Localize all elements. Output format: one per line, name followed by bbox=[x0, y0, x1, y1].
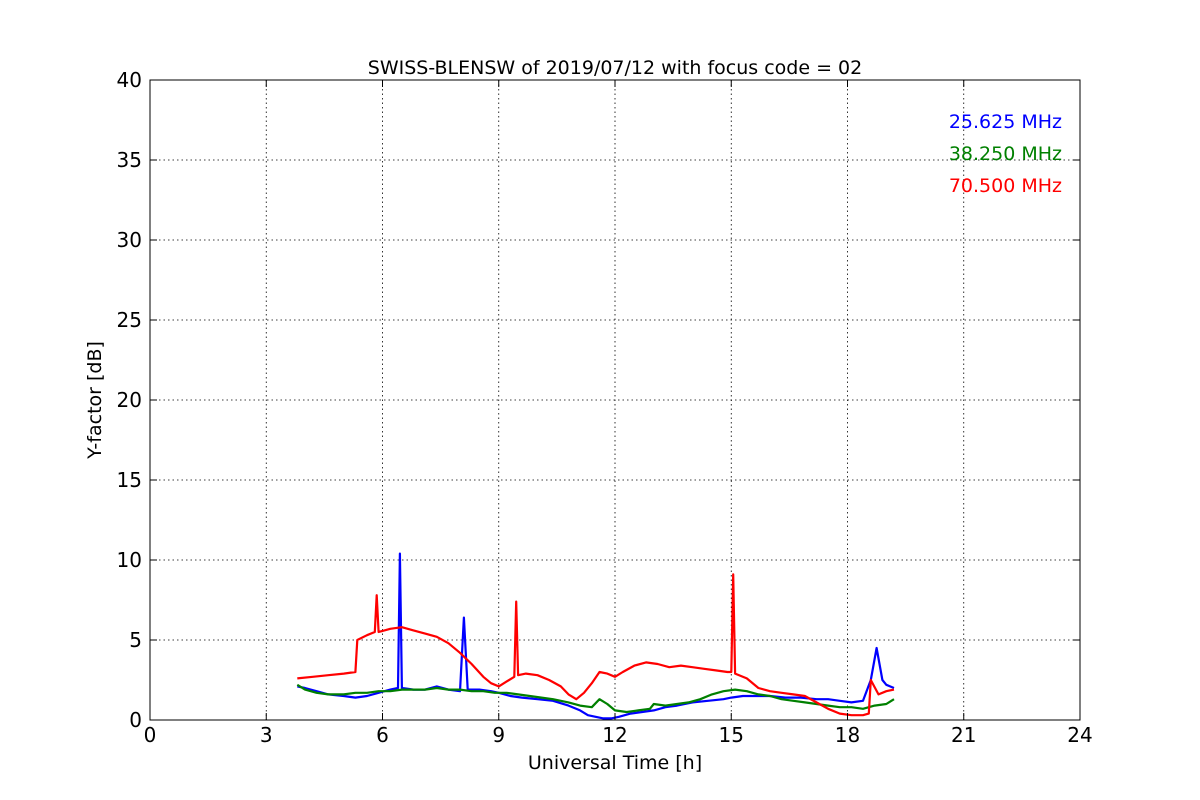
y-tick-label: 30 bbox=[117, 228, 142, 252]
x-axis-title: Universal Time [h] bbox=[528, 752, 702, 774]
series-line-70-500-mhz bbox=[297, 573, 895, 717]
legend-entry: 70.500 MHz bbox=[949, 175, 1062, 197]
y-axis-title: Y-factor [dB] bbox=[84, 341, 106, 460]
x-tick-label: 15 bbox=[719, 723, 744, 747]
x-tick-label: 24 bbox=[1067, 723, 1092, 747]
y-tick-label: 25 bbox=[117, 308, 142, 332]
x-tick-label: 18 bbox=[835, 723, 860, 747]
x-tick-label: 3 bbox=[260, 723, 273, 747]
x-tick-label: 9 bbox=[492, 723, 505, 747]
y-tick-label: 40 bbox=[117, 68, 142, 92]
y-tick-label: 5 bbox=[129, 628, 142, 652]
legend: 25.625 MHz 38.250 MHz 70.500 MHz bbox=[949, 111, 1062, 197]
x-tick-label: 12 bbox=[602, 723, 627, 747]
y-tick-label: 10 bbox=[117, 548, 142, 572]
legend-entry: 38.250 MHz bbox=[949, 143, 1062, 165]
legend-entry: 25.625 MHz bbox=[949, 111, 1062, 133]
x-tick-label: 6 bbox=[376, 723, 389, 747]
y-tick-label: 15 bbox=[117, 468, 142, 492]
y-tick-label: 20 bbox=[117, 388, 142, 412]
x-tick-label: 21 bbox=[951, 723, 976, 747]
series-layer bbox=[296, 552, 895, 720]
chart-title: SWISS-BLENSW of 2019/07/12 with focus co… bbox=[368, 57, 862, 79]
tick-marks: 0 3 6 9 12 15 18 21 24 0 5 10 15 20 25 30 35 40 bbox=[117, 68, 1093, 747]
y-tick-label: 0 bbox=[129, 708, 142, 732]
series-line-38-250-mhz bbox=[296, 683, 895, 714]
y-tick-label: 35 bbox=[117, 148, 142, 172]
x-tick-label: 0 bbox=[144, 723, 157, 747]
